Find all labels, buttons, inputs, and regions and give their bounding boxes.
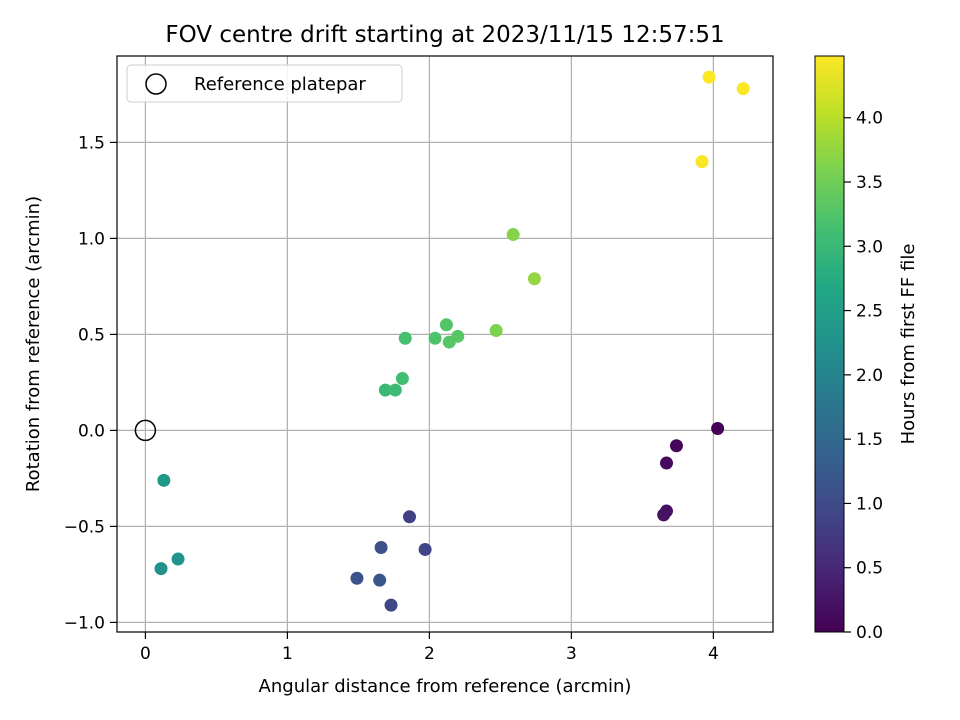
data-point <box>157 473 171 487</box>
y-tick-label: −0.5 <box>64 517 105 537</box>
data-point <box>398 331 412 345</box>
data-point <box>669 439 683 453</box>
colorbar <box>814 55 845 633</box>
data-point <box>489 324 503 338</box>
data-point <box>527 272 541 286</box>
colorbar-tick-label: 0.0 <box>856 623 883 643</box>
colorbar-tick-label: 2.0 <box>856 366 883 386</box>
data-point <box>428 331 442 345</box>
x-tick-label: 2 <box>424 644 435 664</box>
colorbar-tick-label: 1.5 <box>856 430 883 450</box>
data-point <box>506 228 520 242</box>
data-point <box>374 541 388 555</box>
data-point <box>418 542 432 556</box>
x-tick-label: 4 <box>708 644 719 664</box>
data-point <box>657 508 671 522</box>
colorbar-tick-label: 3.5 <box>856 173 883 193</box>
chart-title: FOV centre drift starting at 2023/11/15 … <box>165 22 724 48</box>
colorbar-label: Hours from first FF file <box>898 244 919 445</box>
data-point <box>384 598 398 612</box>
colorbar-tick-label: 3.0 <box>856 237 883 257</box>
data-point <box>711 421 725 435</box>
legend-label-reference: Reference platepar <box>194 74 366 95</box>
data-point <box>451 329 465 343</box>
data-point <box>378 383 392 397</box>
colorbar-tick-label: 2.5 <box>856 302 883 322</box>
legend-marker-reference <box>145 73 167 95</box>
x-axis-label: Angular distance from reference (arcmin) <box>259 676 632 697</box>
y-tick-label: 1.0 <box>78 229 105 249</box>
data-points <box>134 70 750 612</box>
data-point <box>154 562 168 576</box>
colorbar-tick-label: 1.0 <box>856 494 883 514</box>
data-point <box>403 510 417 524</box>
x-tick-label: 3 <box>566 644 577 664</box>
x-tick-label: 1 <box>282 644 293 664</box>
y-tick-label: 0.0 <box>78 421 105 441</box>
data-point <box>736 82 750 96</box>
data-point <box>171 552 185 566</box>
data-point <box>660 456 674 470</box>
data-point <box>695 155 709 169</box>
data-point <box>388 383 402 397</box>
colorbar-tick-label: 4.0 <box>856 109 883 129</box>
legend-box <box>126 64 403 103</box>
y-tick-label: −1.0 <box>64 613 105 633</box>
data-point <box>439 318 453 332</box>
plot-frame <box>116 55 774 633</box>
data-point <box>702 70 716 84</box>
x-tick-label: 0 <box>140 644 151 664</box>
data-point <box>395 372 409 386</box>
y-tick-label: 0.5 <box>78 325 105 345</box>
colorbar-ticks: 0.0 0.5 1.0 1.5 2.0 2.5 3.0 3.5 4.0 <box>844 109 883 643</box>
y-ticks: −1.0 −0.5 0.0 0.5 1.0 1.5 <box>64 133 117 633</box>
legend: Reference platepar <box>126 64 403 103</box>
grid <box>117 56 773 632</box>
y-axis-label: Rotation from reference (arcmin) <box>23 196 44 492</box>
x-ticks: 0 1 2 3 4 <box>140 632 719 664</box>
data-point <box>373 573 387 587</box>
y-tick-label: 1.5 <box>78 133 105 153</box>
reference-point <box>134 419 157 442</box>
data-point <box>350 571 364 585</box>
colorbar-tick-label: 0.5 <box>856 559 883 579</box>
